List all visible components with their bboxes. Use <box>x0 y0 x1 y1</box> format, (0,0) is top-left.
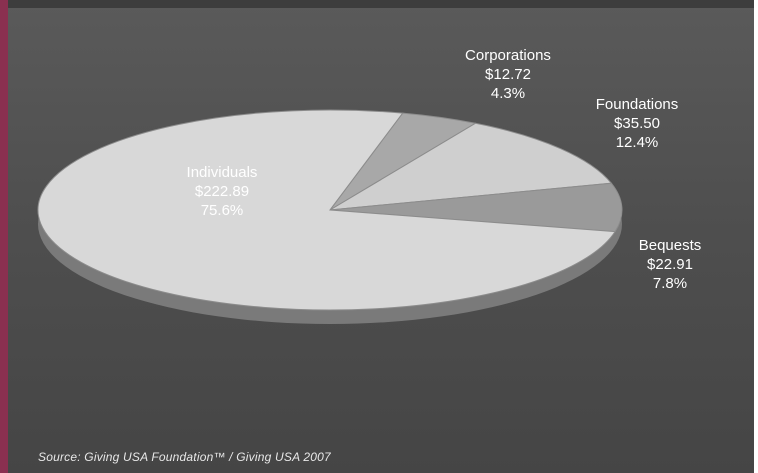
slice-label-bequests-name: Bequests <box>639 237 702 254</box>
pie-slice-foundations <box>329 122 613 211</box>
slice-label-corporations-name: Corporations <box>465 47 551 64</box>
slice-label-bequests-percent: 7.8% <box>653 275 687 292</box>
slice-label-bequests-amount: $22.91 <box>647 256 693 273</box>
pie-slice-individuals <box>37 109 616 311</box>
pie-labels: Individuals $222.89 75.6% Corporations $12.7… <box>187 47 702 292</box>
pie-slice-bequests <box>329 182 623 233</box>
slice-label-individuals-amount: $222.89 <box>195 183 249 200</box>
source-note: Source: Giving USA Foundation™ / Giving … <box>38 450 331 464</box>
slice-label-individuals-name: Individuals <box>187 164 258 181</box>
slice-label-foundations-name: Foundations <box>596 96 679 113</box>
accent-bar <box>0 0 8 473</box>
slice-label-corporations-amount: $12.72 <box>485 66 531 83</box>
slice-label-foundations-amount: $35.50 <box>614 115 660 132</box>
top-strip <box>8 0 754 8</box>
slice-label-foundations-percent: 12.4% <box>616 134 659 151</box>
slice-label-corporations-percent: 4.3% <box>491 85 525 102</box>
pie-slices <box>37 109 623 311</box>
slice-label-individuals-percent: 75.6% <box>201 202 244 219</box>
